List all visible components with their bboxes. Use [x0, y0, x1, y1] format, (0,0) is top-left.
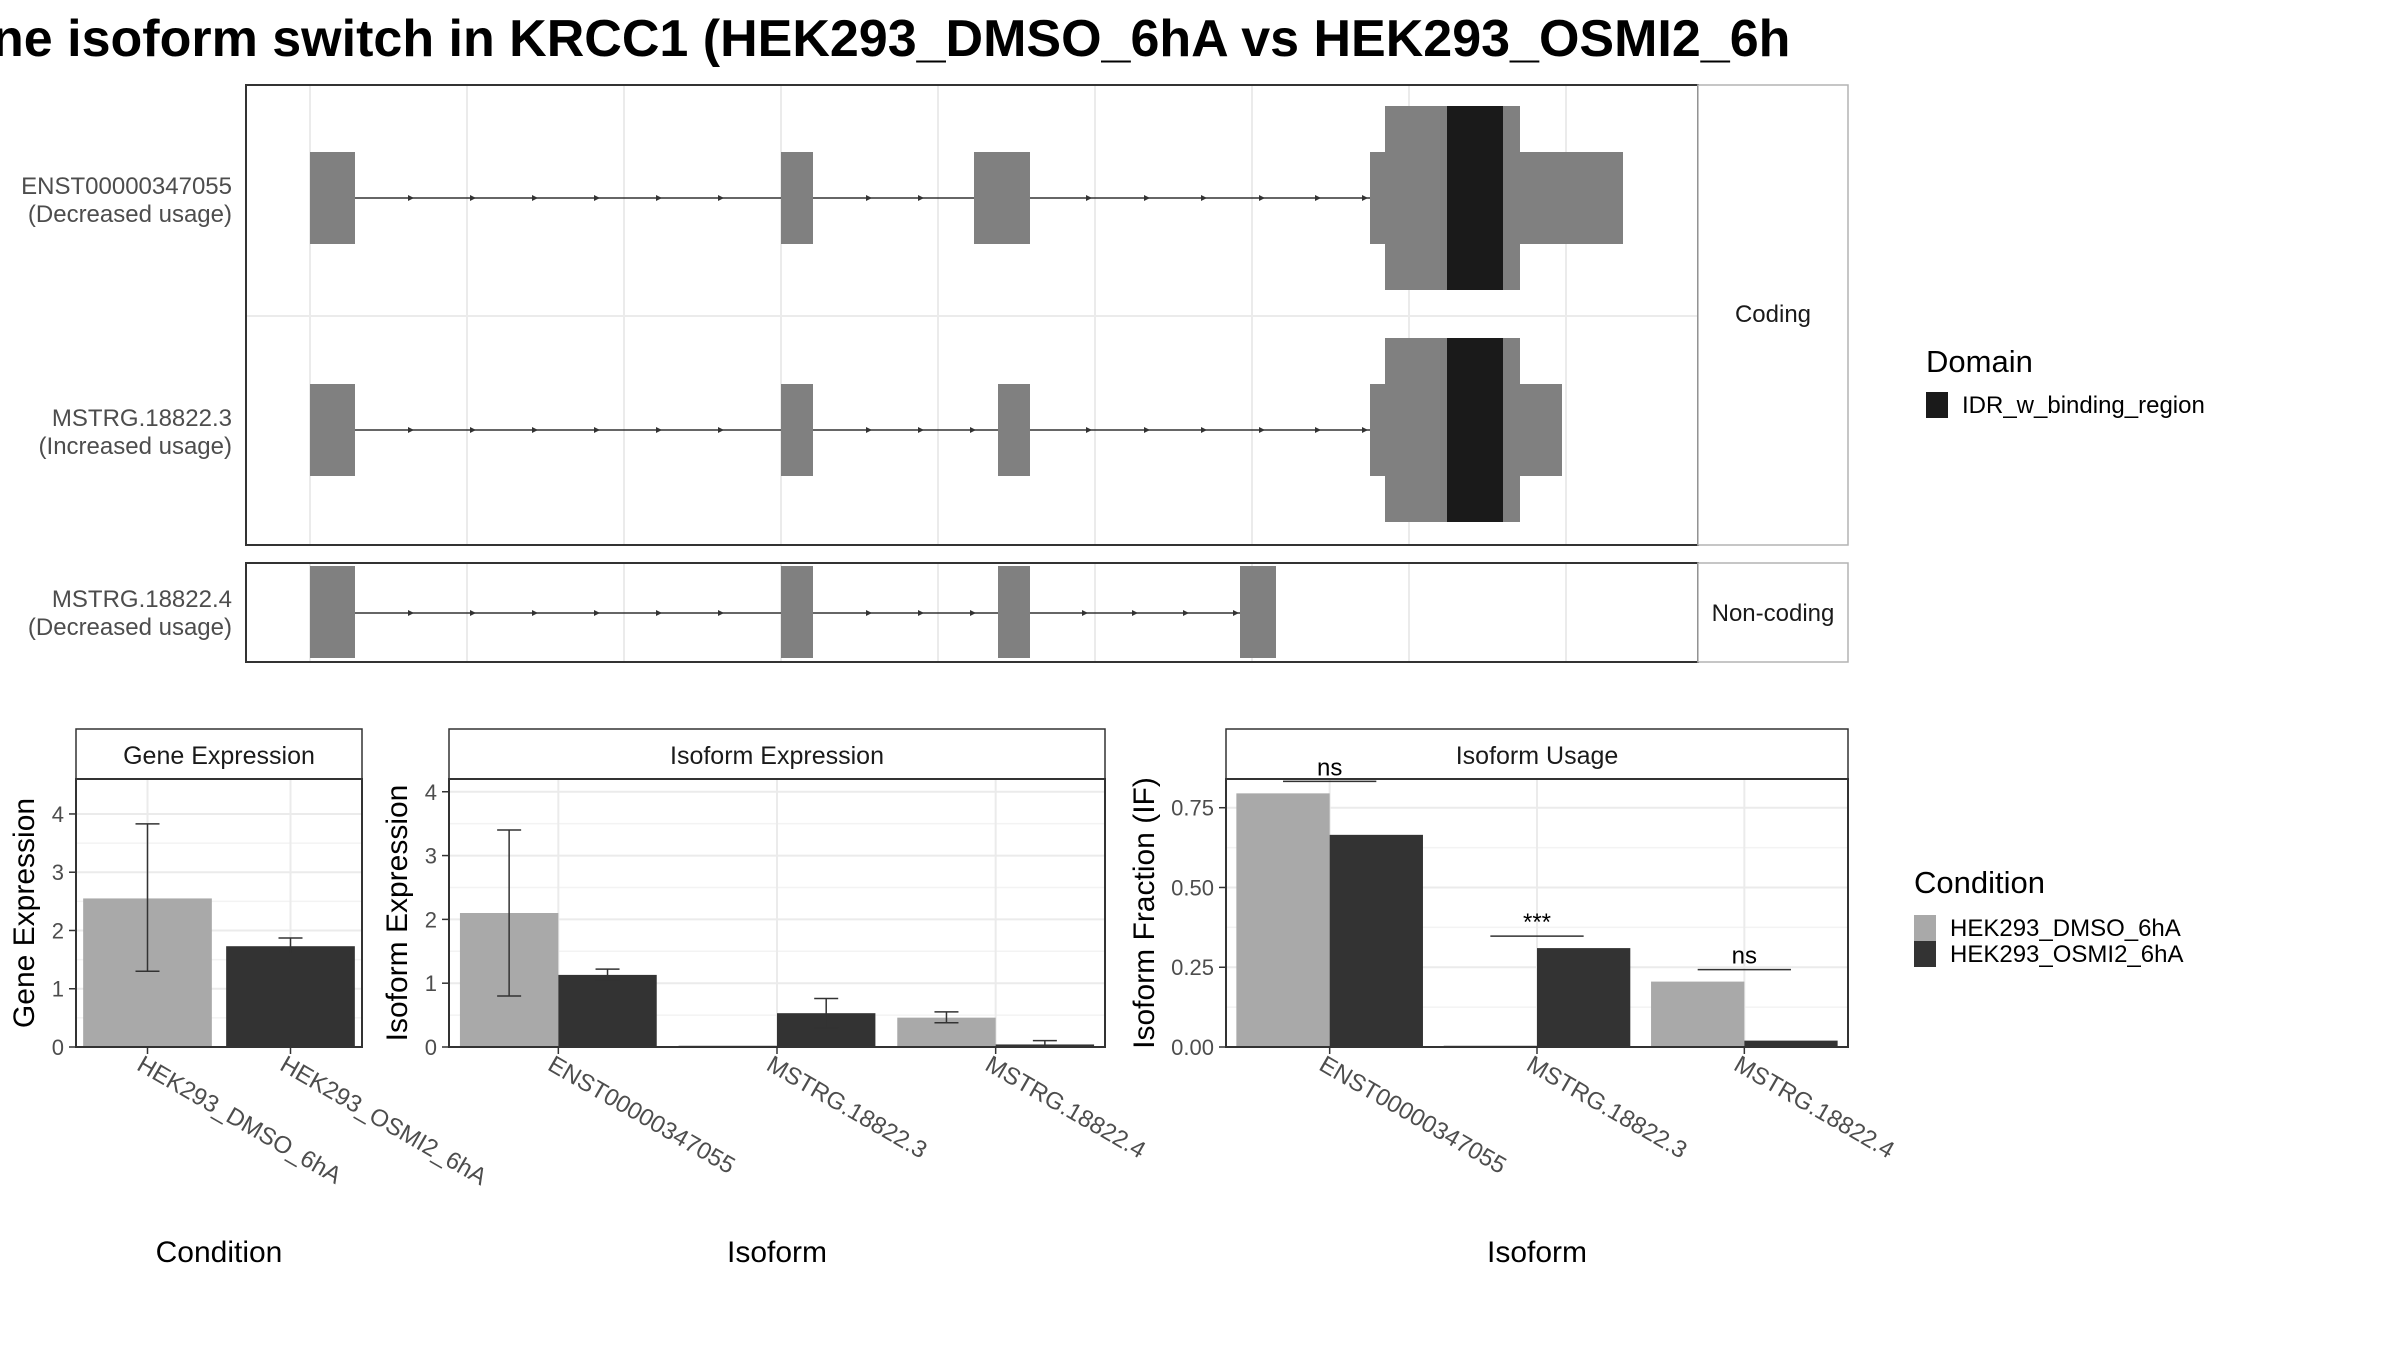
bar [1537, 948, 1631, 1047]
y-tick-label: 2 [425, 907, 437, 932]
bar [558, 974, 657, 1047]
condition-legend-label-dmso: HEK293_DMSO_6hA [1950, 915, 2181, 942]
isoform-label-mstrg-18822-3: MSTRG.18822.3 [52, 405, 232, 432]
bar [1651, 981, 1745, 1047]
significance-label: ns [1732, 943, 1757, 970]
x-axis-title: Isoform [1487, 1236, 1587, 1269]
condition-legend: Condition HEK293_DMSO_6hA HEK293_OSMI2_6… [1914, 865, 2183, 968]
facet-strip-coding [1697, 84, 1849, 546]
domain-idr-w-binding-region [1447, 338, 1503, 522]
significance-label: *** [1523, 909, 1551, 936]
panel-title: Isoform Expression [670, 742, 884, 770]
bar [1329, 834, 1423, 1047]
bar-charts: Gene Expression01234HEK293_DMSO_6hAHEK29… [8, 728, 1899, 1269]
domain-idr-w-binding-region [1447, 106, 1503, 290]
significance-label: ns [1317, 754, 1342, 781]
y-tick-label: 3 [52, 860, 64, 885]
isoform-label-mstrg-18822-4: MSTRG.18822.4 [52, 586, 232, 613]
x-axis-title: Condition [156, 1236, 283, 1269]
panel-border [75, 778, 363, 1048]
y-axis-title: Isoform Expression [381, 785, 414, 1042]
structure-panel: Coding N [21, 84, 1849, 663]
y-tick-label: 0 [52, 1035, 64, 1060]
panel-strip [75, 728, 363, 780]
figure-title: ne isoform switch in KRCC1 (HEK293_DMSO_… [0, 10, 1790, 68]
intron-arrows [408, 195, 1368, 201]
intron-arrows [408, 610, 1239, 616]
domain-legend-label: IDR_w_binding_region [1962, 392, 2205, 419]
exon [781, 152, 813, 244]
y-tick-label: 0.25 [1171, 955, 1214, 980]
exon [781, 384, 813, 476]
panel-strip [448, 728, 1106, 780]
x-tick-label: MSTRG.18822.4 [981, 1051, 1150, 1164]
intron-arrows [408, 427, 1368, 433]
x-axis-title: Isoform [727, 1236, 827, 1269]
error-bar [278, 937, 303, 955]
y-tick-label: 4 [425, 780, 437, 805]
exon [310, 384, 355, 476]
isoform-usage-mstrg-18822-3: (Increased usage) [39, 433, 232, 460]
error-bar [934, 1011, 959, 1024]
y-tick-label: 0.75 [1171, 796, 1214, 821]
isoform-track-enst00000347055 [310, 106, 1623, 290]
y-tick-label: 1 [425, 971, 437, 996]
facet-label-noncoding: Non-coding [1712, 600, 1835, 627]
exon [974, 152, 1030, 244]
bar [1744, 1040, 1838, 1047]
exon [998, 384, 1030, 476]
condition-legend-key-dmso [1914, 915, 1936, 941]
exon [781, 566, 813, 658]
isoform-usage-enst00000347055: (Decreased usage) [28, 201, 232, 228]
y-tick-label: 1 [52, 977, 64, 1002]
exon [1240, 566, 1276, 658]
y-axis-title: Gene Expression [8, 798, 41, 1028]
bar [1236, 793, 1330, 1047]
domain-legend-key [1926, 392, 1948, 418]
error-bar [814, 997, 839, 1029]
isoform-track-mstrg-18822-4 [310, 566, 1276, 658]
x-tick-label: MSTRG.18822.3 [1522, 1051, 1691, 1164]
condition-legend-label-osmi: HEK293_OSMI2_6hA [1950, 941, 2183, 968]
y-tick-label: 0.50 [1171, 875, 1214, 900]
y-tick-label: 4 [52, 802, 64, 827]
x-tick-label: MSTRG.18822.3 [762, 1051, 931, 1164]
y-tick-label: 0.00 [1171, 1035, 1214, 1060]
exon [310, 566, 355, 658]
facet-strip-noncoding [1697, 562, 1849, 663]
exon [310, 152, 355, 244]
x-tick-label: ENST00000347055 [1315, 1051, 1511, 1180]
bar-chart-panel: Isoform Usage ns *** ns 0.00 0.25 0.50 0.75 ENST… [1128, 728, 1899, 1269]
x-tick-label: MSTRG.18822.4 [1729, 1051, 1898, 1164]
isoform-usage-mstrg-18822-4: (Decreased usage) [28, 614, 232, 641]
y-tick-label: 3 [425, 844, 437, 869]
panel-title: Gene Expression [123, 742, 315, 770]
x-tick-label: ENST00000347055 [543, 1051, 739, 1180]
exon [998, 566, 1030, 658]
bar-chart-panel: Gene Expression01234HEK293_DMSO_6hAHEK29… [8, 728, 491, 1269]
bar [226, 946, 355, 1047]
y-axis-title: Isoform Fraction (IF) [1128, 777, 1161, 1049]
condition-legend-title: Condition [1914, 865, 2045, 900]
facet-label-coding: Coding [1735, 301, 1811, 328]
y-tick-label: 0 [425, 1035, 437, 1060]
isoform-label-enst00000347055: ENST00000347055 [21, 173, 232, 200]
domain-legend: Domain IDR_w_binding_region [1926, 344, 2205, 419]
panel-title: Isoform Usage [1456, 742, 1619, 770]
domain-legend-title: Domain [1926, 344, 2033, 379]
error-bar [497, 829, 522, 997]
condition-legend-key-osmi [1914, 941, 1936, 967]
y-tick-label: 2 [52, 918, 64, 943]
isoform-track-mstrg-18822-3 [310, 338, 1562, 522]
error-bar [135, 823, 160, 973]
error-bar [595, 968, 620, 981]
